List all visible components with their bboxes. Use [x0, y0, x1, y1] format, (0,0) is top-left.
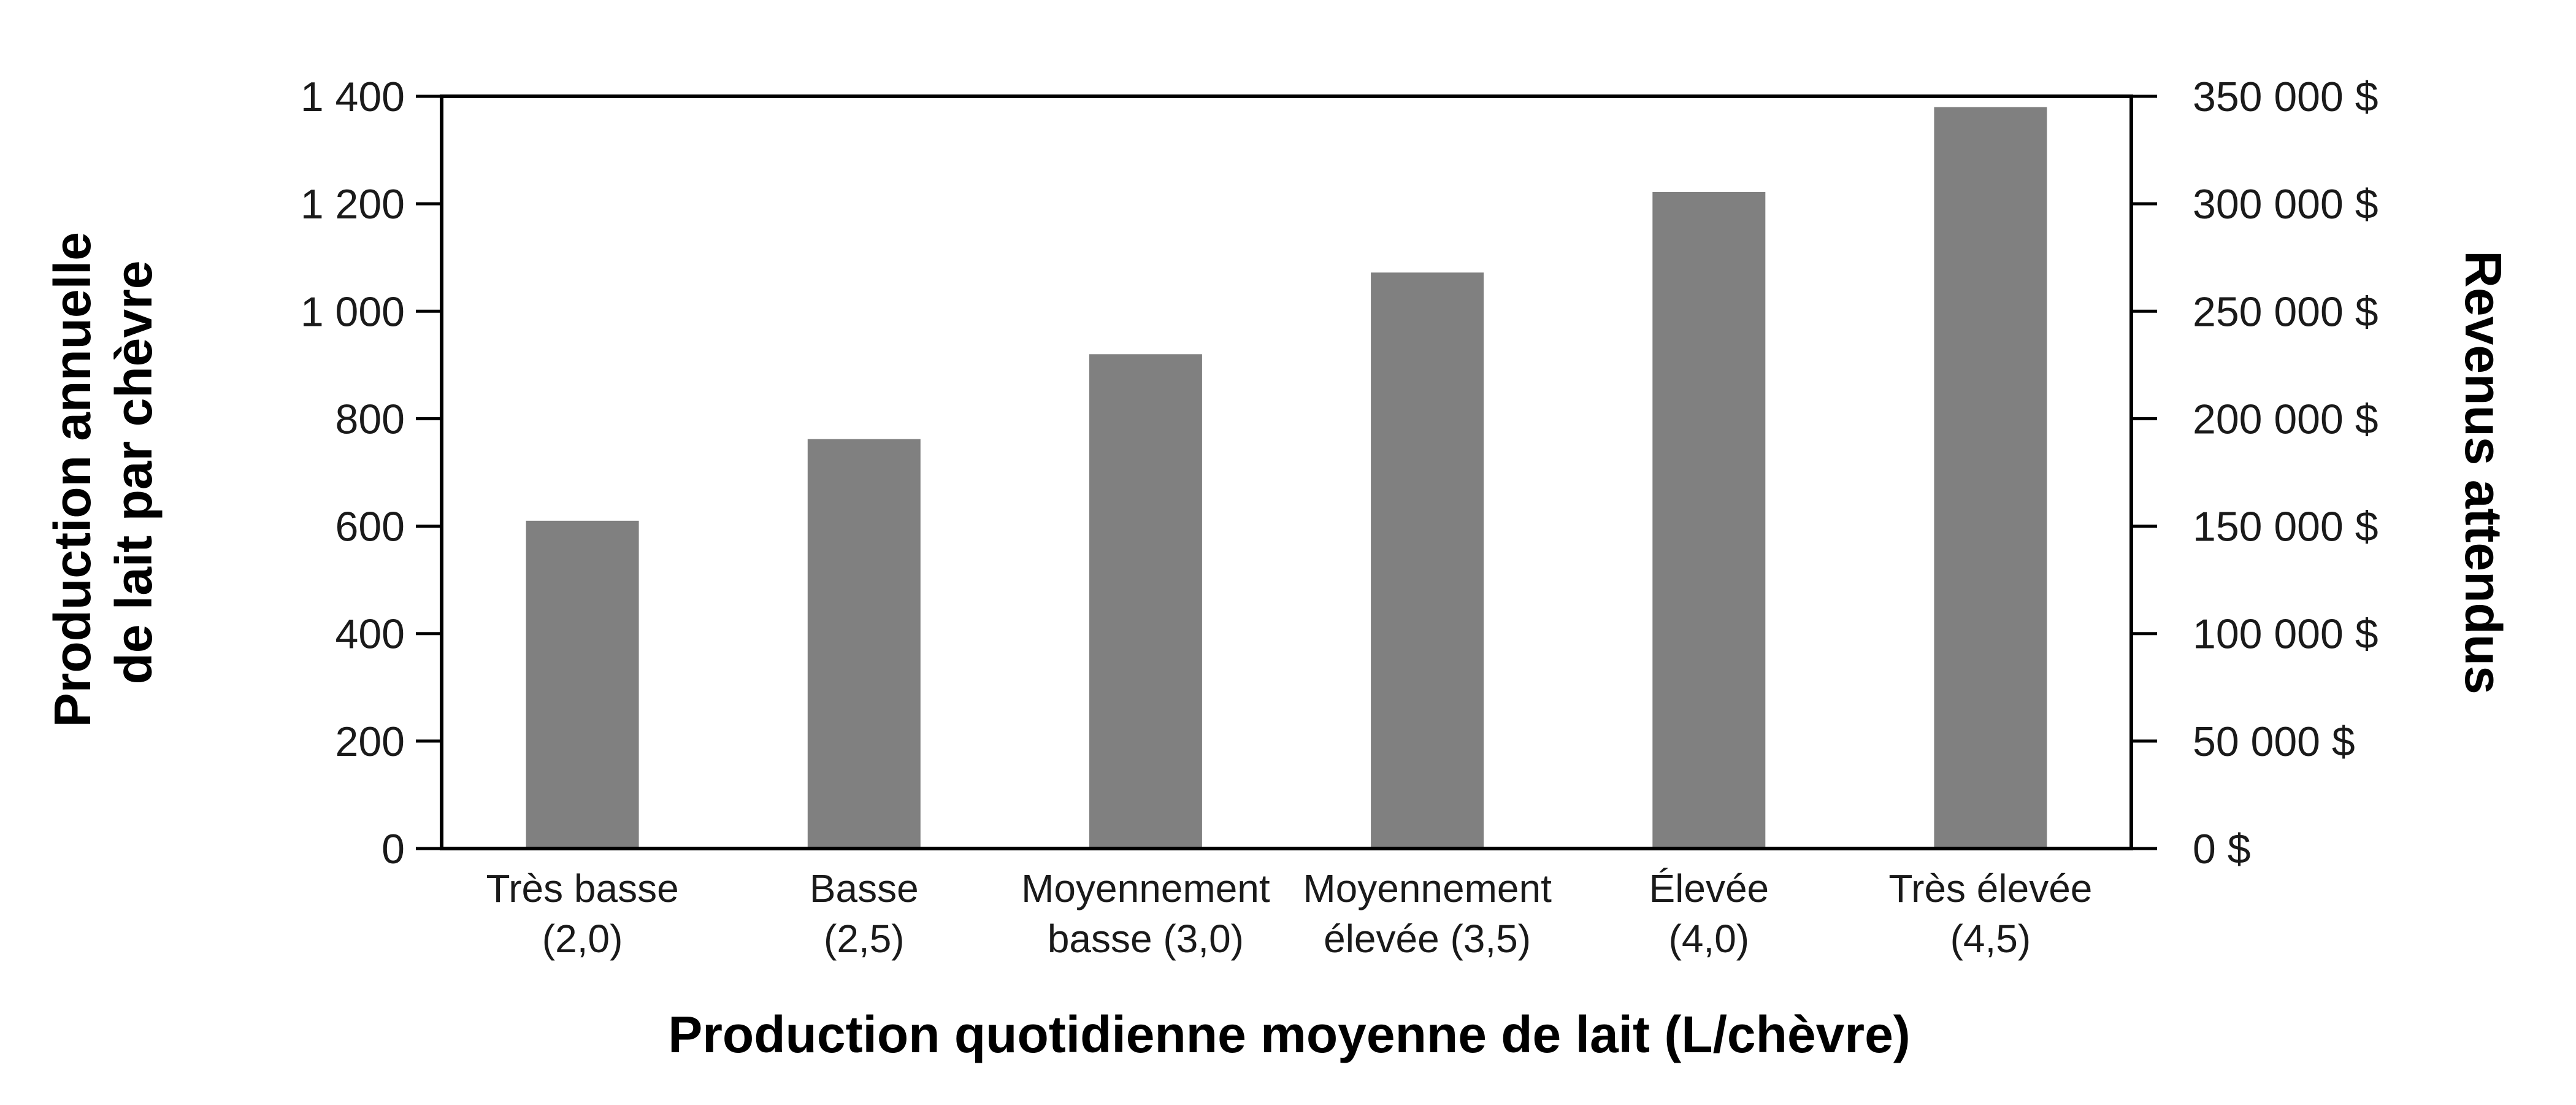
plot-frame: [440, 94, 2133, 850]
y-axis-title-line-2: de lait par chèvre: [105, 261, 163, 685]
y-tick-label-1: 0: [381, 826, 405, 872]
y2-axis-title: Revenus attendus: [2455, 250, 2512, 695]
y-tick-label-6: 1 000: [301, 288, 405, 335]
y2-tick-label-5: 200 000 $: [2193, 396, 2379, 442]
x-tick-label-2-line-1: Basse: [810, 866, 919, 911]
y-tick-label-2: 200: [335, 718, 405, 765]
x-tick-label-4-line-1: Moyennement: [1303, 866, 1552, 911]
y2-axis-ticks: 0 $ 50 000 $ 100 000 $ 150 000 $ 200 000 $ 25…: [2131, 74, 2379, 872]
y2-tick-label-8: 350 000 $: [2193, 74, 2379, 120]
y-tick-label-3: 400: [335, 611, 405, 658]
bar-4: [1371, 272, 1484, 849]
y-tick-label-7: 1 200: [301, 181, 405, 228]
y2-tick-label-1: 0 $: [2193, 826, 2251, 872]
y2-tick-label-3: 100 000 $: [2193, 611, 2379, 658]
bar-5: [1652, 191, 1766, 849]
bars-group: [526, 107, 2047, 849]
x-tick-label-1-line-1: Très basse: [486, 866, 679, 911]
x-tick-label-6-line-2: (4,5): [1950, 917, 2031, 961]
x-tick-label-5-line-2: (4,0): [1669, 917, 1750, 961]
y2-tick-label-4: 150 000 $: [2193, 504, 2379, 550]
x-tick-label-3-line-1: Moyennement: [1021, 866, 1270, 911]
y-tick-label-5: 800: [335, 396, 405, 442]
y-axis-ticks: 0 200 400 600 800 1 000 1 200 1 400: [301, 74, 442, 872]
bar-2: [807, 439, 921, 849]
x-tick-label-1-line-2: (2,0): [542, 917, 623, 961]
y-axis-title: Production annuelle de lait par chèvre: [44, 218, 163, 728]
x-tick-label-4-line-2: élevée (3,5): [1324, 917, 1531, 961]
y-axis-title-line-1: Production annuelle: [44, 232, 101, 727]
y2-tick-label-2: 50 000 $: [2193, 718, 2355, 765]
x-tick-label-6-line-1: Très élevée: [1888, 866, 2092, 911]
bar-3: [1089, 354, 1202, 849]
x-axis-title: Production quotidienne moyenne de lait (…: [668, 1006, 1911, 1063]
y2-tick-label-7: 300 000 $: [2193, 181, 2379, 228]
y-tick-label-4: 600: [335, 504, 405, 550]
bar-6: [1934, 107, 2047, 849]
bar-1: [526, 520, 639, 849]
x-tick-label-3-line-2: basse (3,0): [1048, 917, 1244, 961]
x-axis-categories: Très basse (2,0) Basse (2,5) Moyennement bass…: [486, 866, 2093, 961]
x-tick-label-2-line-2: (2,5): [824, 917, 905, 961]
y-tick-label-8: 1 400: [301, 74, 405, 120]
y2-tick-label-6: 250 000 $: [2193, 288, 2379, 335]
x-tick-label-5-line-1: Élevée: [1649, 866, 1769, 911]
